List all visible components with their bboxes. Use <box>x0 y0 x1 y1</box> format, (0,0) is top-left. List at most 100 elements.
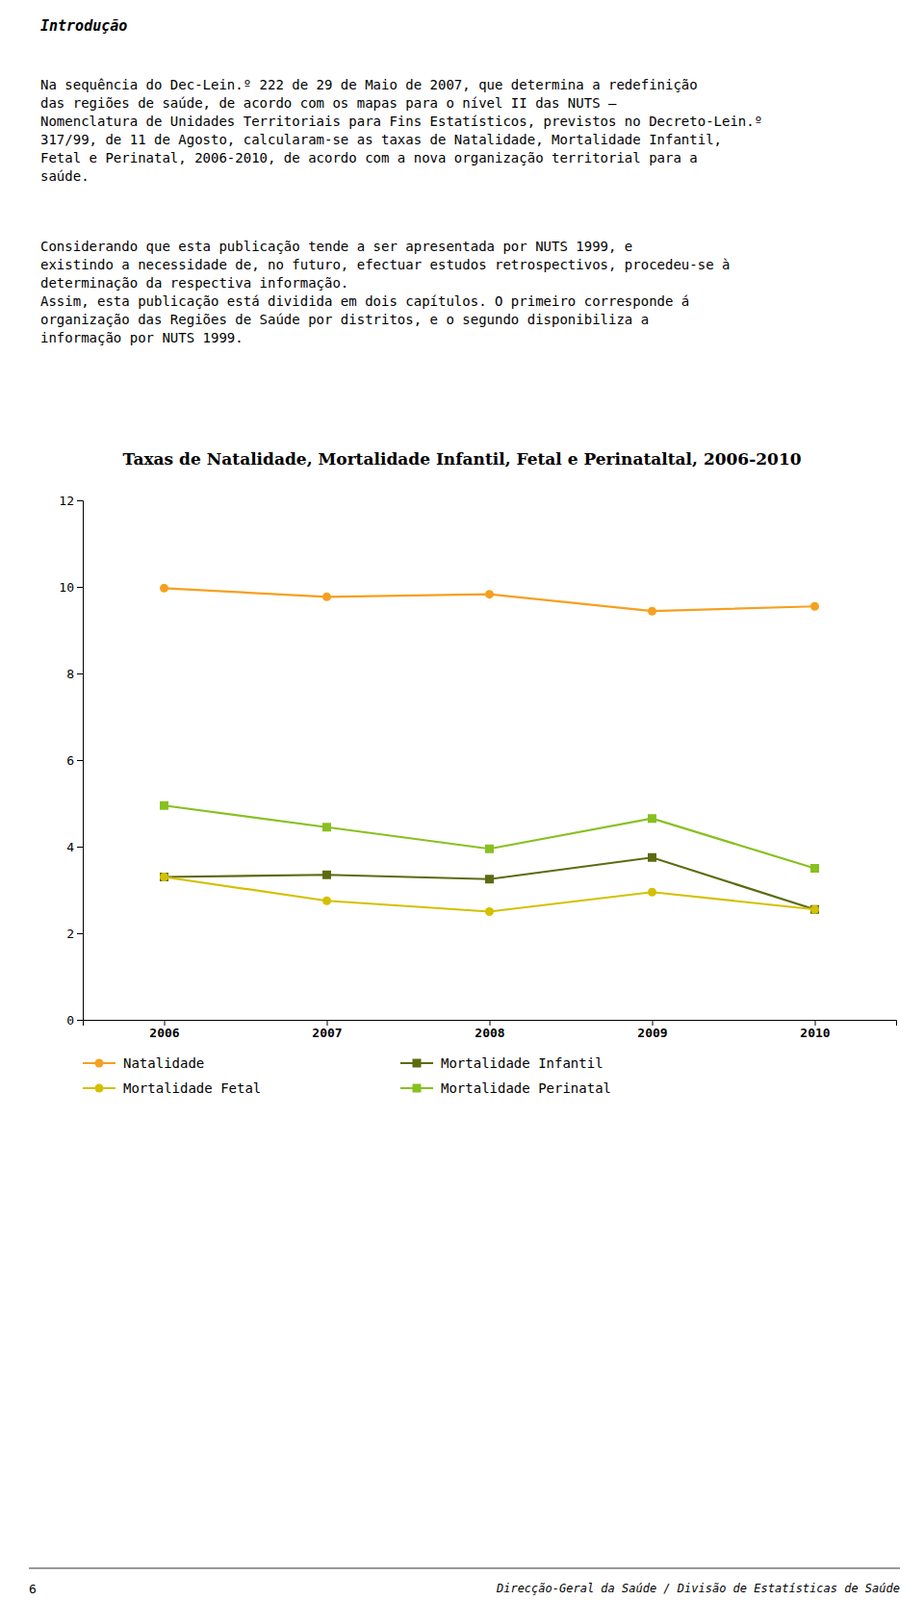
x-tick-label: 2010 <box>799 1026 830 1041</box>
legend-symbol <box>95 1059 104 1069</box>
x-tick-label: 2007 <box>311 1026 342 1041</box>
point <box>647 888 657 898</box>
series <box>159 584 820 616</box>
y-tick-label: 12 <box>58 493 75 509</box>
y-tick-mark <box>77 500 83 502</box>
heading: Introdução <box>40 17 128 35</box>
point <box>810 864 820 873</box>
point <box>159 872 169 882</box>
y-tick: 4 <box>66 840 83 855</box>
plot-area <box>159 584 820 917</box>
x-tick: 2007 <box>311 1020 342 1041</box>
point <box>159 801 169 811</box>
y-tick-label: 0 <box>66 1013 75 1028</box>
y-tick: 0 <box>66 1013 83 1028</box>
series-line <box>164 857 816 910</box>
footer-right: Direcção-Geral da Saúde / Divisão de Est… <box>495 1582 900 1596</box>
y-tick-mark <box>77 1020 83 1022</box>
x-tick-mark <box>489 1020 491 1027</box>
paragraph-line: 317/99, de 11 de Agosto, calcularam-se a… <box>40 131 722 148</box>
point <box>810 905 820 915</box>
x-tick: 2006 <box>149 1020 180 1041</box>
point <box>322 592 332 602</box>
y-tick-label: 8 <box>66 667 75 682</box>
x-tick-mark <box>815 1020 817 1027</box>
point <box>159 584 169 593</box>
y-axis: 0 2 4 6 8 10 12 <box>58 493 83 1028</box>
paragraph-line: saúde. <box>40 168 90 184</box>
paragraph-line: Na sequência do Dec-Lein.º 222 de 29 de … <box>40 77 698 93</box>
y-axis-line <box>77 501 84 1022</box>
legend-symbol <box>412 1084 422 1094</box>
series <box>159 872 820 917</box>
legend-symbol <box>412 1059 422 1069</box>
point <box>647 814 657 823</box>
legend-item: Mortalidade Fetal <box>82 1080 261 1097</box>
footer-rule <box>28 1568 900 1570</box>
y-tick-mark <box>77 760 83 762</box>
paragraph-line: existindo a necessidade de, no futuro, e… <box>40 256 730 273</box>
x-tick-mark <box>164 1020 166 1027</box>
y-tick: 2 <box>66 926 83 942</box>
chart-title: Taxas de Natalidade, Mortalidade Infanti… <box>122 449 801 469</box>
x-tick: 2010 <box>799 1020 830 1041</box>
x-axis: 2006 2007 2008 2009 2010 <box>83 1020 898 1041</box>
y-tick-mark <box>77 933 83 935</box>
x-axis-line <box>83 1021 898 1027</box>
paragraph-line: Nomenclatura de Unidades Territoriais pa… <box>40 113 763 129</box>
y-tick-mark <box>77 587 83 589</box>
point <box>647 607 657 616</box>
y-tick-label: 4 <box>66 840 75 855</box>
point <box>485 874 494 884</box>
point <box>810 905 820 915</box>
point <box>485 907 494 917</box>
page: Introdução Na sequência do Dec-Lein.º 222… <box>0 0 924 1600</box>
x-tick-label: 2009 <box>637 1026 668 1041</box>
series-line <box>164 805 816 869</box>
legend-label: Mortalidade Infantil <box>440 1055 604 1072</box>
y-tick-mark <box>77 847 83 848</box>
series-line <box>164 877 816 913</box>
y-tick: 6 <box>66 753 83 769</box>
y-tick-label: 10 <box>58 580 75 595</box>
paragraph-line: informação por NUTS 1999. <box>40 330 244 346</box>
paragraph-line: determinação da respectiva informação. <box>40 275 349 291</box>
y-tick-label: 6 <box>66 753 75 769</box>
legend-label: Mortalidade Perinatal <box>440 1080 612 1097</box>
y-tick-label: 2 <box>66 926 75 942</box>
y-tick: 10 <box>58 580 83 595</box>
legend-item: Mortalidade Infantil <box>400 1055 604 1072</box>
legend: Natalidade Mortalidade Infantil Mortalidad… <box>82 1055 612 1097</box>
y-tick-mark <box>77 673 83 675</box>
x-tick-label: 2006 <box>149 1026 180 1041</box>
series <box>159 853 820 915</box>
point <box>322 871 332 880</box>
paragraph-line: das regiões de saúde, de acordo com os m… <box>40 95 617 111</box>
x-tick-mark <box>652 1020 654 1027</box>
legend-item: Mortalidade Perinatal <box>400 1080 612 1097</box>
x-tick: 2009 <box>637 1020 668 1041</box>
x-tick-label: 2008 <box>474 1026 505 1041</box>
point <box>810 602 820 612</box>
footer-left: 6 <box>28 1582 37 1597</box>
point <box>647 853 657 863</box>
paragraph-line: Fetal e Perinatal, 2006-2010, de acordo … <box>40 150 698 166</box>
series <box>159 801 820 873</box>
legend-label: Natalidade <box>123 1055 205 1072</box>
paragraph-line: organização das Regiões de Saúde por dis… <box>40 311 649 328</box>
legend-item: Natalidade <box>82 1055 205 1072</box>
x-tick-mark <box>327 1020 329 1027</box>
point <box>485 590 494 599</box>
point <box>159 872 169 882</box>
y-tick: 8 <box>66 667 83 682</box>
point <box>322 897 332 906</box>
legend-label: Mortalidade Fetal <box>123 1080 261 1097</box>
x-tick: 2008 <box>474 1020 505 1041</box>
series-line <box>164 588 816 612</box>
point <box>322 822 332 832</box>
paragraph-line: Assim, esta publicação está dividida em … <box>40 293 690 309</box>
point <box>485 845 494 854</box>
paragraph-line: Considerando que esta publicação tende a… <box>40 238 633 255</box>
legend-symbol <box>95 1084 104 1094</box>
y-tick: 12 <box>58 493 83 509</box>
